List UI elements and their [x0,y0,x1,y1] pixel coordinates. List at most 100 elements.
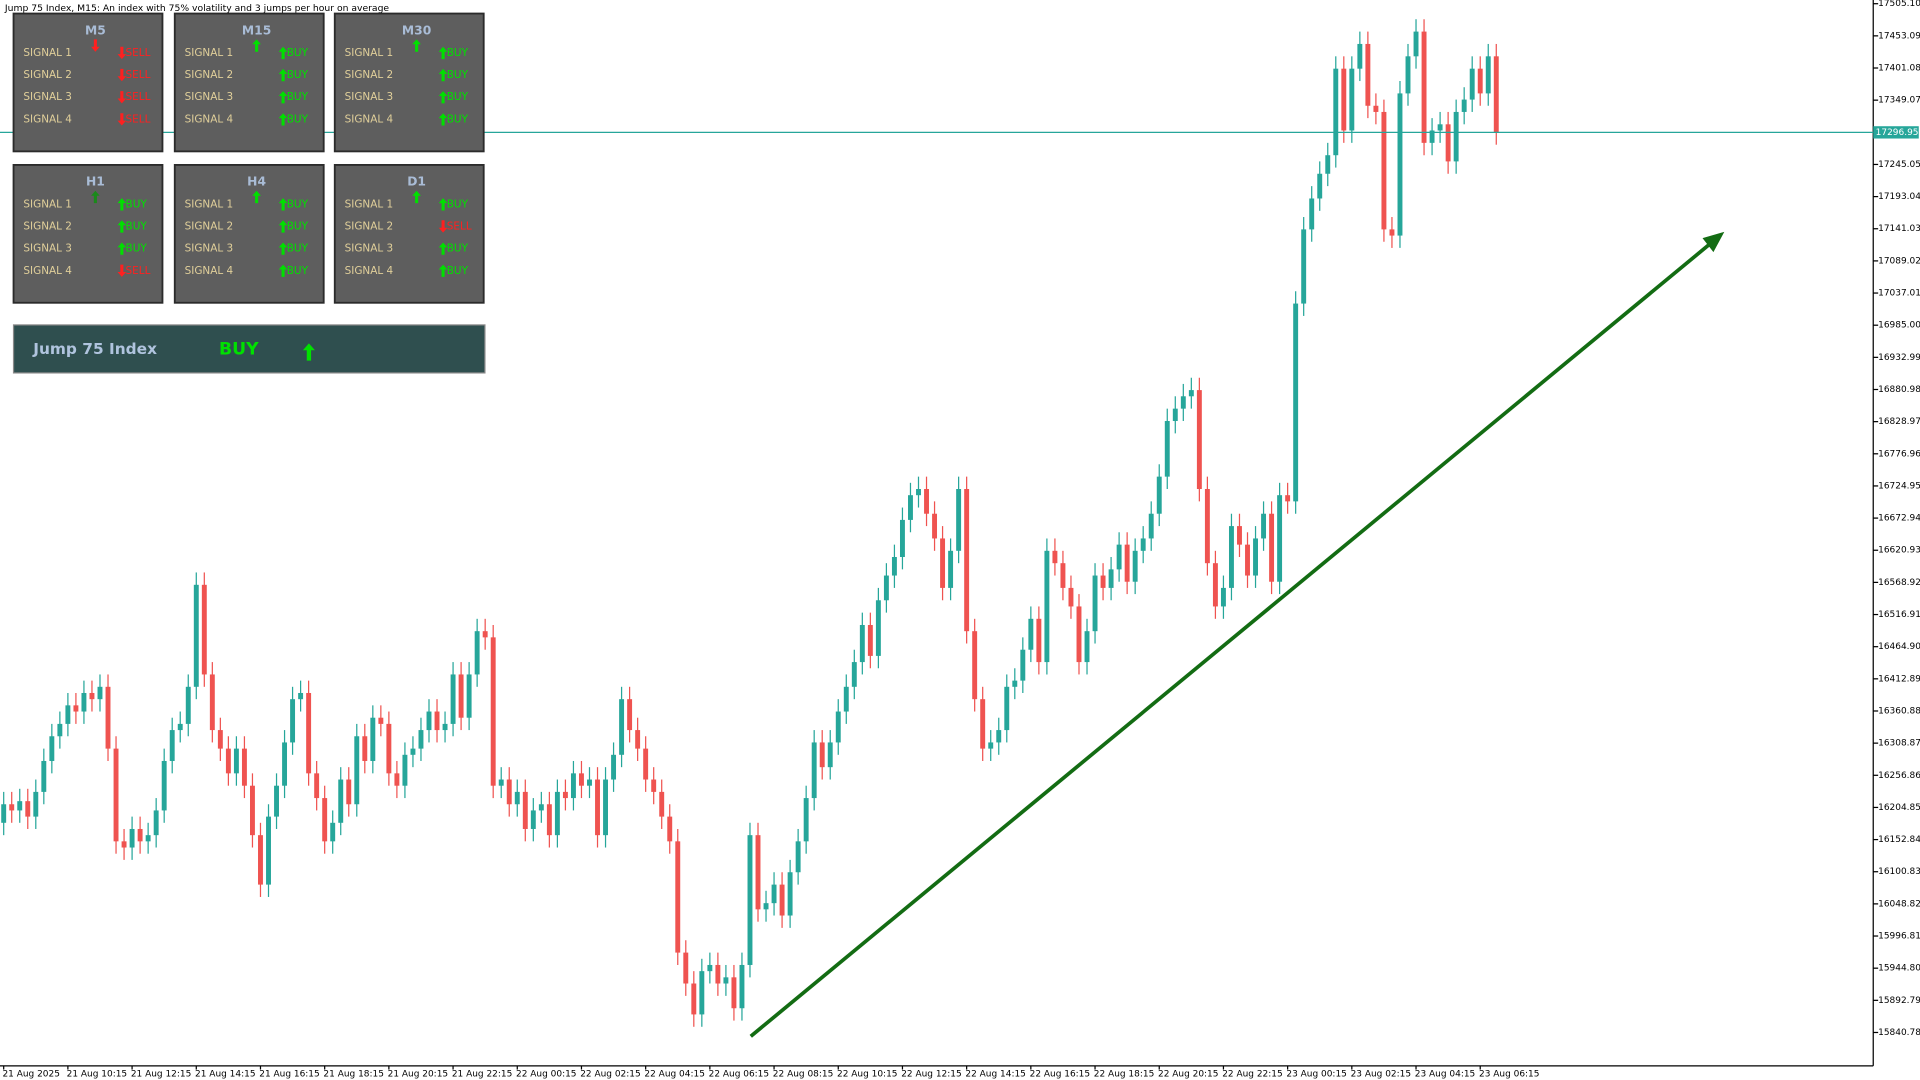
signal-label: SIGNAL 3 [185,91,234,103]
candle-body [1156,476,1162,514]
signal-value: SELL [447,220,472,232]
candle-body [1421,31,1427,143]
candle-body [771,884,777,904]
candle-body [97,686,103,700]
candle-body [1261,513,1267,539]
x-tick-label: 22 Aug 08:15 [773,1069,833,1079]
candle-body [73,705,79,712]
y-tick-label: 16256.86 [1878,771,1920,781]
candle-body [1469,68,1475,100]
candle-body [1357,43,1363,69]
signal-value: BUY [447,198,469,210]
signal-label: SIGNAL 2 [345,220,394,232]
candle-body [81,692,87,712]
candle-body [1333,68,1339,156]
candle-body [1429,130,1435,143]
candle-body [1044,550,1050,663]
candle-body [932,513,938,539]
candle-body [418,730,424,749]
candle-body [1028,618,1034,650]
candle-body [579,773,584,786]
candle-body [57,723,63,737]
candle-body [402,754,408,786]
arrow-icon [412,39,421,52]
summary-panel [12,324,486,374]
candle-body [490,637,496,786]
candle-body [723,977,729,984]
arrow-icon [91,39,100,52]
x-tick-label: 21 Aug 14:15 [195,1069,255,1079]
candle-body [1373,105,1379,112]
x-tick-label: 22 Aug 00:15 [516,1069,576,1079]
candle-body [827,742,833,768]
arrow-icon [278,220,288,233]
x-tick-label: 21 Aug 2025 [2,1069,59,1079]
candle-body [249,785,255,836]
arrow-icon [117,198,127,211]
signal-label: SIGNAL 1 [345,198,394,210]
candle-body [233,748,239,774]
candle-body [972,631,978,700]
signal-label: SIGNAL 2 [23,220,72,232]
candle-body [1036,618,1042,663]
current-price-box [1873,126,1919,139]
y-tick-label: 16828.97 [1878,417,1920,427]
candle-body [65,705,71,724]
candle-body [1052,550,1058,564]
candle-body [803,798,809,842]
candle-body [121,841,127,848]
y-tick-label: 17505.10 [1878,0,1920,9]
candle-body [867,624,873,656]
summary-signal: BUY [219,340,259,360]
arrow-icon [117,113,127,126]
signal-value: BUY [126,220,148,232]
arrow-icon [412,190,421,204]
candle-body [1204,489,1210,564]
candle-body [795,841,801,873]
x-tick-label: 22 Aug 16:15 [1030,1069,1090,1079]
candle-body [1020,649,1026,681]
arrow-icon [438,113,448,126]
x-tick-label: 22 Aug 20:15 [1158,1069,1218,1079]
candle-body [835,711,841,743]
y-tick-label: 15944.80 [1878,964,1920,974]
arrow-icon [117,68,127,82]
candle-body [506,779,512,805]
y-tick-label: 16048.82 [1878,899,1920,909]
signal-value: BUY [287,47,309,59]
candle-body [819,742,825,768]
arrow-icon [438,198,448,211]
arrow-icon [278,242,288,255]
x-tick-label: 22 Aug 06:15 [709,1069,769,1079]
candle-body [739,964,745,1009]
candle-body [587,779,592,786]
candle-body [266,816,271,885]
candle-body [1325,155,1331,174]
arrow-icon [438,242,448,255]
candle-body [1172,408,1178,422]
candle-body [940,538,946,588]
y-tick-label: 17193.04 [1878,192,1920,202]
candle-body [466,674,472,718]
x-tick-label: 22 Aug 18:15 [1094,1069,1154,1079]
arrow-icon [117,220,127,233]
y-tick-label: 16568.92 [1878,578,1920,588]
trend-arrow-head [1702,231,1725,253]
signal-value: SELL [126,113,151,125]
candle-body [386,723,392,774]
candle-body [338,779,344,823]
signal-value: BUY [287,265,309,277]
arrow-icon [117,242,127,255]
arrow-icon [278,113,288,126]
candle-body [1180,396,1186,409]
y-tick-label: 16100.83 [1878,867,1920,877]
candle-body [1132,550,1138,582]
y-tick-label: 15840.78 [1878,1028,1920,1038]
y-tick-label: 17453.09 [1878,31,1920,41]
arrow-icon [438,264,448,277]
candle-body [948,550,954,588]
candle-body [137,828,143,842]
candle-body [1381,111,1387,230]
candle-body [1405,56,1411,94]
